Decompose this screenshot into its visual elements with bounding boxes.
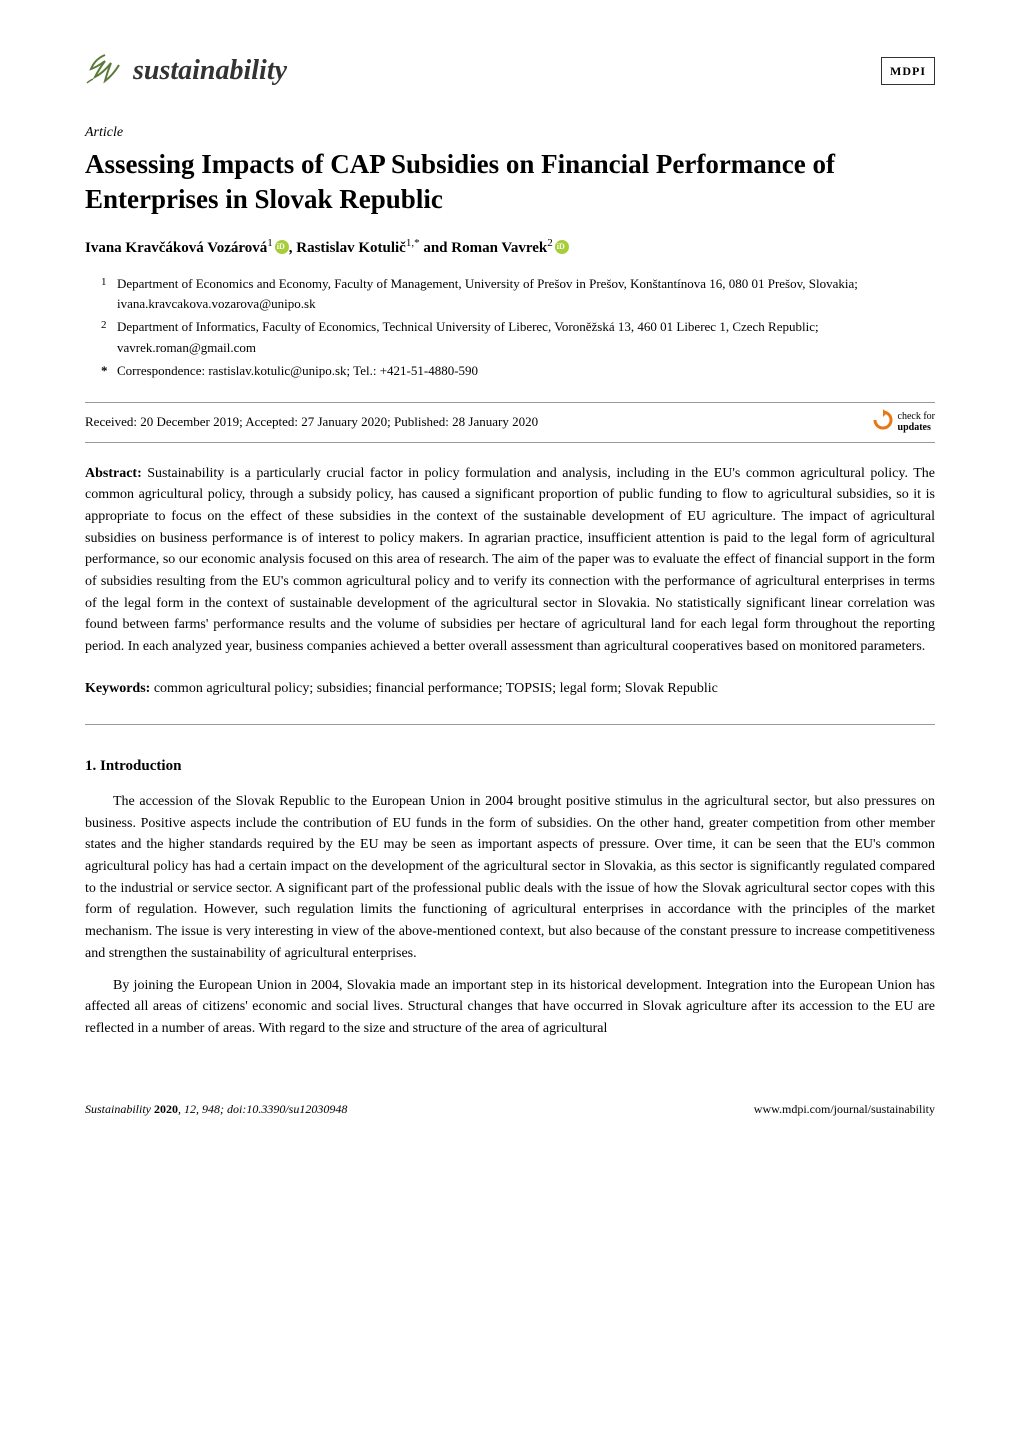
- article-type: Article: [85, 122, 935, 143]
- abstract-label: Abstract:: [85, 466, 142, 481]
- updates-text: check for updates: [898, 411, 935, 433]
- affiliation-1-num: 1: [101, 274, 117, 316]
- footer-year: 2020: [154, 1102, 178, 1116]
- section-1-para-1: The accession of the Slovak Republic to …: [85, 791, 935, 965]
- affiliations: 1 Department of Economics and Economy, F…: [85, 274, 935, 382]
- abstract-text: Sustainability is a particularly crucial…: [85, 466, 935, 655]
- author-2-sup: 1,: [406, 237, 414, 249]
- affiliation-2-num: 2: [101, 317, 117, 359]
- check-updates-badge[interactable]: check for updates: [872, 409, 935, 436]
- article-title: Assessing Impacts of CAP Subsidies on Fi…: [85, 147, 935, 217]
- correspondence-star: *: [101, 361, 117, 382]
- correspondence: * Correspondence: rastislav.kotulic@unip…: [101, 361, 935, 382]
- author-1-sup: 1: [267, 237, 273, 249]
- orcid-icon[interactable]: [555, 240, 569, 254]
- keywords: Keywords: common agricultural policy; su…: [85, 678, 935, 725]
- affiliation-2-text: Department of Informatics, Faculty of Ec…: [117, 317, 935, 359]
- author-3-sup: 2: [547, 237, 553, 249]
- publisher-name: MDPI: [890, 64, 926, 78]
- footer-journal: Sustainability: [85, 1102, 154, 1116]
- updates-line2: updates: [898, 422, 931, 433]
- dates-row: Received: 20 December 2019; Accepted: 27…: [85, 402, 935, 443]
- publisher-logo: MDPI: [881, 57, 935, 85]
- section-1-para-2: By joining the European Union in 2004, S…: [85, 975, 935, 1040]
- refresh-icon: [872, 409, 894, 436]
- section-1-heading: 1. Introduction: [85, 755, 935, 778]
- footer-rest: , 12, 948; doi:10.3390/su12030948: [178, 1102, 347, 1116]
- header-row: sustainability MDPI: [85, 50, 935, 92]
- abstract: Abstract: Sustainability is a particular…: [85, 463, 935, 658]
- orcid-icon[interactable]: [275, 240, 289, 254]
- keywords-text: common agricultural policy; subsidies; f…: [150, 681, 718, 696]
- authors-line: Ivana Kravčáková Vozárová1 , Rastislav Ko…: [85, 235, 935, 260]
- author-2: , Rastislav Kotulič: [289, 240, 406, 256]
- footer-citation: Sustainability 2020, 12, 948; doi:10.339…: [85, 1100, 347, 1118]
- correspondence-text: Correspondence: rastislav.kotulic@unipo.…: [117, 361, 478, 382]
- affiliation-1: 1 Department of Economics and Economy, F…: [101, 274, 935, 316]
- footer-url[interactable]: www.mdpi.com/journal/sustainability: [754, 1100, 935, 1118]
- publication-dates: Received: 20 December 2019; Accepted: 27…: [85, 412, 538, 432]
- affiliation-2: 2 Department of Informatics, Faculty of …: [101, 317, 935, 359]
- leaf-icon: [85, 51, 125, 92]
- author-1: Ivana Kravčáková Vozárová: [85, 240, 267, 256]
- journal-name: sustainability: [133, 50, 287, 92]
- affiliation-1-text: Department of Economics and Economy, Fac…: [117, 274, 935, 316]
- journal-logo: sustainability: [85, 50, 287, 92]
- updates-line1: check for: [898, 411, 935, 422]
- keywords-label: Keywords:: [85, 681, 150, 696]
- page-footer: Sustainability 2020, 12, 948; doi:10.339…: [85, 1100, 935, 1118]
- author-3: and Roman Vavrek: [420, 240, 548, 256]
